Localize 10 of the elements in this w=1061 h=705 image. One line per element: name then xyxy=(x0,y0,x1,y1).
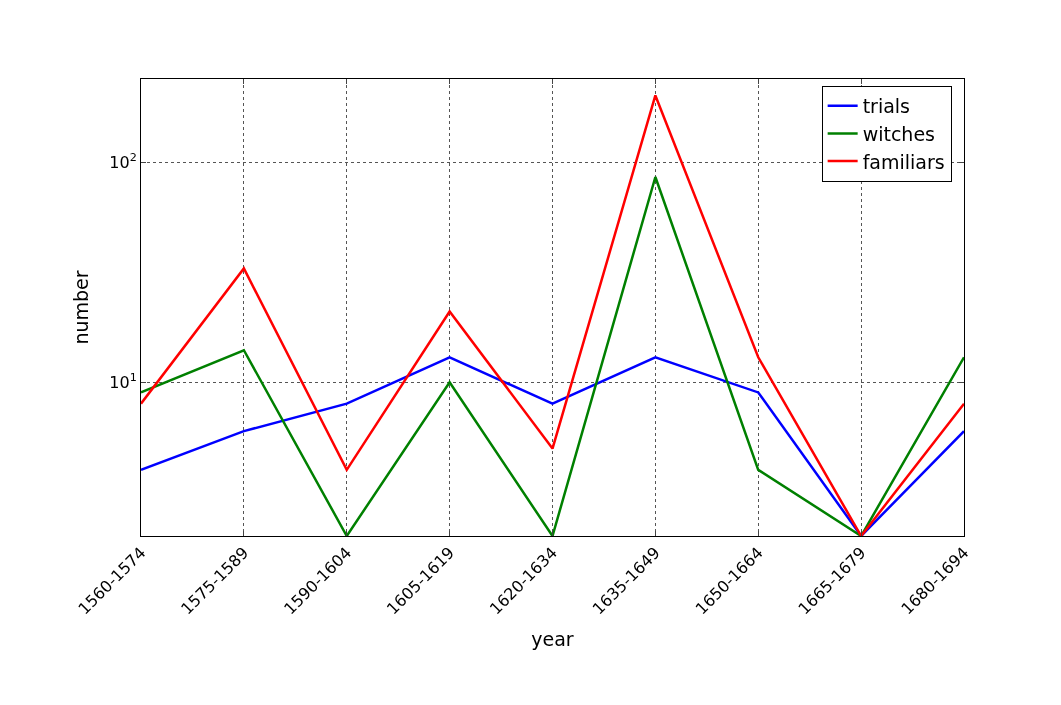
line-series xyxy=(141,94,964,536)
legend-label: familiars xyxy=(862,150,945,173)
legend-label: trials xyxy=(862,95,911,118)
line-series xyxy=(141,356,964,536)
y-tick-label: 10$^{1}$ xyxy=(109,371,137,392)
legend-label: witches xyxy=(862,122,936,145)
y-axis-title: number xyxy=(70,270,93,345)
y-tick-label: 10$^{2}$ xyxy=(109,151,137,173)
line-series xyxy=(141,175,964,536)
x-axis-title: year xyxy=(531,628,574,651)
